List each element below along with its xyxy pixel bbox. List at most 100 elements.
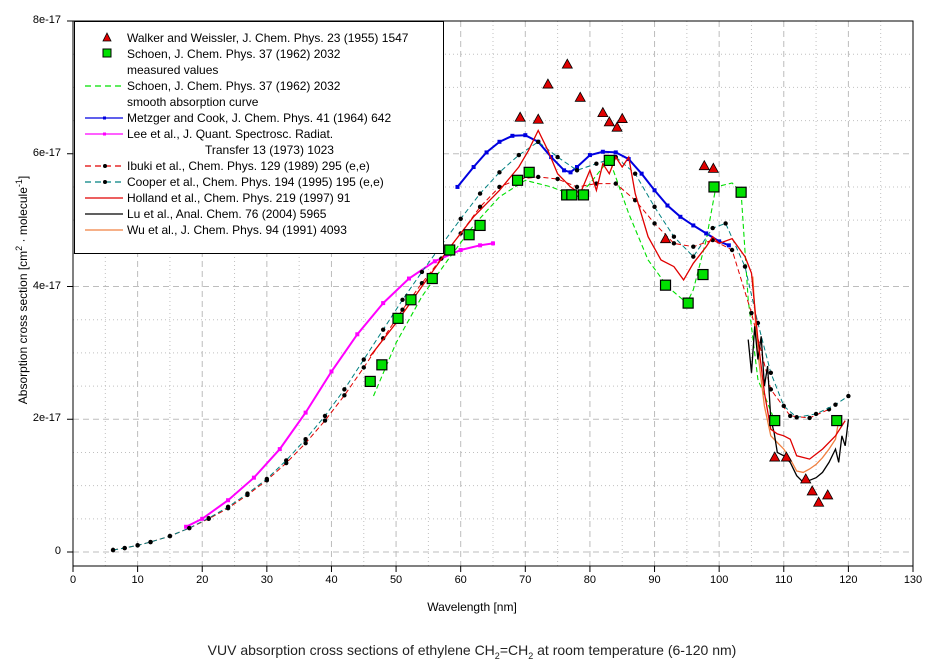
- legend-label: Walker and Weissler, J. Chem. Phys. 23 (…: [127, 31, 409, 45]
- data-point: [135, 543, 140, 548]
- data-point: [516, 152, 522, 158]
- data-point: [574, 168, 580, 173]
- series-line: [113, 141, 849, 551]
- data-point: [781, 403, 786, 409]
- series-holland: [369, 129, 846, 460]
- x-tick-label: 100: [709, 574, 729, 586]
- data-point: [600, 149, 605, 154]
- data-point: [226, 498, 231, 503]
- data-point: [822, 489, 834, 500]
- data-point: [322, 413, 328, 419]
- x-tick-label: 30: [260, 574, 273, 586]
- data-point: [342, 393, 347, 398]
- chart-caption: VUV absorption cross sections of ethylen…: [0, 642, 944, 661]
- line-dot-icon: [85, 132, 123, 136]
- y-tick-label: 0: [54, 545, 61, 557]
- data-point: [536, 174, 541, 180]
- legend-entry-holland: Holland et al., Chem. Phys. 219 (1997) 9…: [75, 190, 443, 206]
- data-point: [511, 174, 524, 186]
- dashed-dot-line-icon: [85, 180, 123, 184]
- data-point: [523, 133, 528, 138]
- data-point: [742, 264, 748, 269]
- data-point: [405, 294, 417, 306]
- data-point: [833, 402, 838, 407]
- data-point: [355, 332, 360, 337]
- data-point: [800, 473, 812, 484]
- legend-label: Lu et al., Anal. Chem. 76 (2004) 5965: [127, 207, 327, 221]
- data-point: [361, 365, 366, 370]
- data-point: [831, 414, 843, 427]
- data-point: [426, 272, 438, 285]
- data-point: [322, 418, 328, 423]
- x-tick-label: 40: [325, 574, 338, 586]
- data-point: [376, 359, 388, 371]
- dashed-line-icon: [85, 85, 123, 87]
- data-point: [846, 393, 851, 399]
- axes: [67, 20, 914, 572]
- series-line: [369, 129, 846, 460]
- legend-label: Lee et al., J. Quant. Spectrosc. Radiat.: [127, 127, 334, 141]
- data-point: [471, 165, 476, 170]
- series-line: [752, 276, 840, 474]
- y-tick-label: 8e-17: [32, 14, 61, 26]
- legend-label-line2: smooth absorption curve: [127, 95, 259, 109]
- data-point: [806, 485, 818, 496]
- caption-text: at room temperature (6-120 nm): [533, 642, 737, 658]
- data-point: [555, 154, 560, 160]
- data-point: [769, 451, 781, 462]
- data-point: [284, 458, 289, 463]
- data-point: [812, 496, 825, 507]
- caption-text: =CH: [499, 642, 529, 658]
- data-point: [611, 121, 623, 132]
- data-point: [691, 223, 696, 228]
- data-point: [329, 369, 334, 374]
- data-point: [717, 239, 722, 244]
- legend-entry-metzger: Metzger and Cook, J. Chem. Phys. 41 (196…: [75, 110, 443, 126]
- data-point: [691, 244, 696, 249]
- caption-sub: 2: [528, 650, 534, 661]
- data-point: [708, 181, 720, 193]
- data-point: [723, 221, 728, 226]
- legend-entry-cooper: Cooper et al., Chem. Phys. 194 (1995) 19…: [75, 174, 443, 190]
- data-point: [707, 162, 720, 173]
- data-point: [729, 247, 735, 253]
- data-point: [474, 219, 486, 232]
- square-marker-icon: [102, 48, 112, 58]
- legend-label-line2: Transfer 13 (1973) 1023: [205, 143, 334, 157]
- data-point: [455, 184, 460, 189]
- data-point: [577, 189, 590, 201]
- y-tick-label: 4e-17: [32, 279, 61, 292]
- data-point: [575, 165, 579, 170]
- data-point: [587, 153, 592, 158]
- data-point: [691, 254, 696, 259]
- data-point: [682, 297, 694, 309]
- data-point: [639, 171, 644, 176]
- data-point: [613, 181, 618, 186]
- data-point: [769, 414, 781, 427]
- data-point: [698, 159, 710, 171]
- data-point: [652, 204, 657, 210]
- data-point: [364, 375, 376, 388]
- data-point: [444, 244, 456, 256]
- data-point: [484, 150, 489, 155]
- data-point: [807, 415, 812, 421]
- data-point: [477, 191, 483, 196]
- data-point: [652, 221, 657, 226]
- data-point: [613, 150, 618, 155]
- data-point: [477, 204, 483, 210]
- plot-frame: [72, 20, 914, 567]
- series-line: [113, 176, 830, 551]
- data-point: [616, 112, 628, 123]
- data-point: [245, 491, 250, 496]
- data-point: [381, 301, 386, 306]
- data-point: [478, 243, 483, 248]
- data-point: [523, 166, 535, 178]
- data-point: [251, 475, 256, 480]
- x-tick-label: 120: [839, 574, 858, 586]
- x-axis-label: Wavelength [nm]: [427, 600, 517, 614]
- data-point: [184, 524, 189, 529]
- x-tick-label: 110: [774, 574, 793, 586]
- data-point: [574, 91, 586, 102]
- dashed-dot-line-icon: [85, 164, 123, 168]
- data-point: [392, 312, 404, 324]
